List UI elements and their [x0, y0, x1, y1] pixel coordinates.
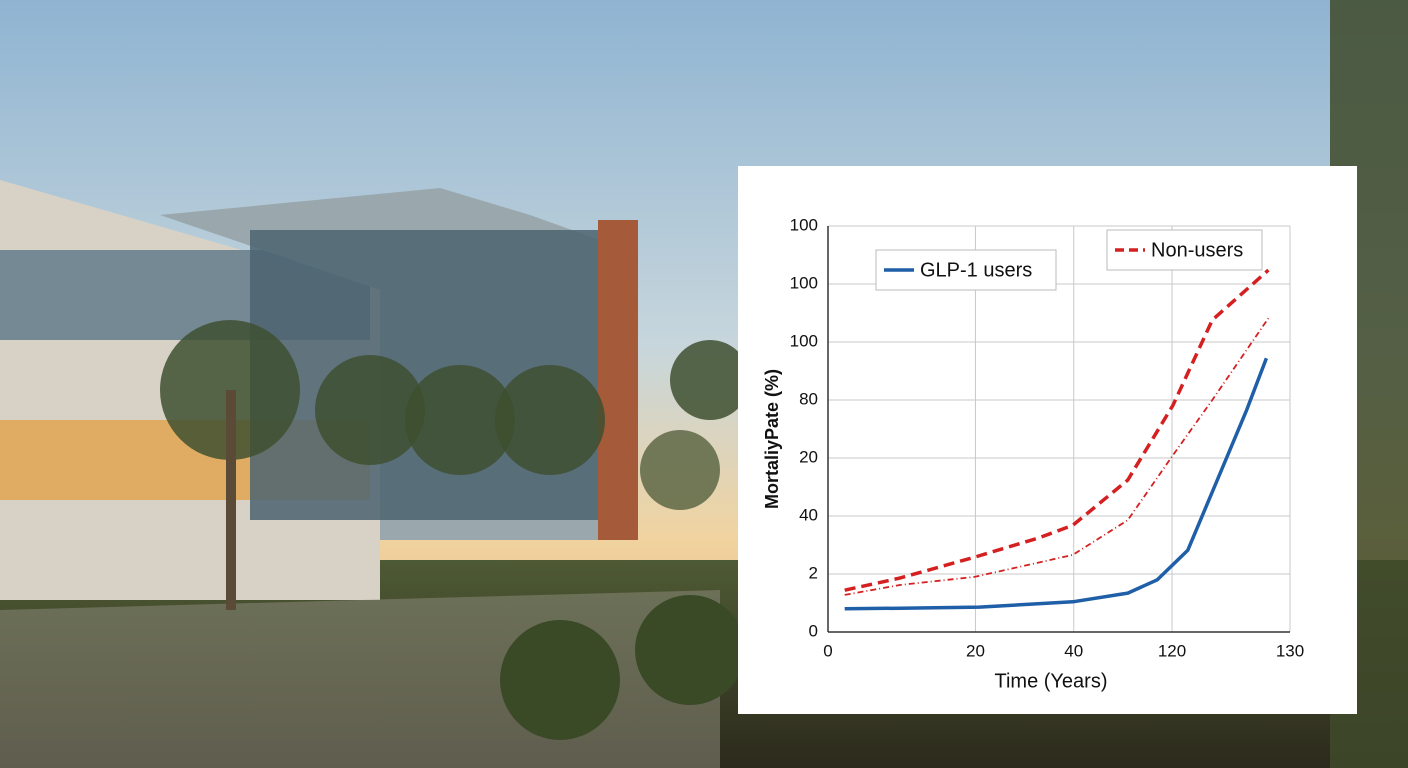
- chart: 0 2 40 20 80 100 100 100 0 20 40 120 130 Time (Years)…: [762, 215, 1304, 692]
- y-tick-label: 40: [799, 505, 818, 524]
- y-tick-label: 100: [790, 331, 818, 350]
- legend-box: [875, 249, 1057, 291]
- x-tick-label: 20: [966, 641, 985, 660]
- y-tick-label: 0: [809, 621, 818, 640]
- legend-label: Non-users: [1151, 239, 1243, 261]
- x-tick-label: 130: [1276, 641, 1304, 660]
- y-tick-label: 80: [799, 389, 818, 408]
- data-line: [844, 357, 1269, 611]
- x-tick-label: 40: [1064, 641, 1083, 660]
- y-tick-label: 100: [790, 215, 818, 234]
- y-tick-label: 100: [790, 273, 818, 292]
- x-tick-label: 0: [823, 641, 832, 660]
- x-axis-label: Time (Years): [995, 670, 1108, 692]
- y-tick-label: 2: [809, 563, 818, 582]
- x-tick-label: 120: [1158, 641, 1186, 660]
- legend-label: GLP-1 users: [920, 259, 1032, 281]
- y-tick-label: 20: [799, 447, 818, 466]
- y-axis-label: MortaliyPate (%): [762, 369, 782, 509]
- data-line: [844, 317, 1270, 596]
